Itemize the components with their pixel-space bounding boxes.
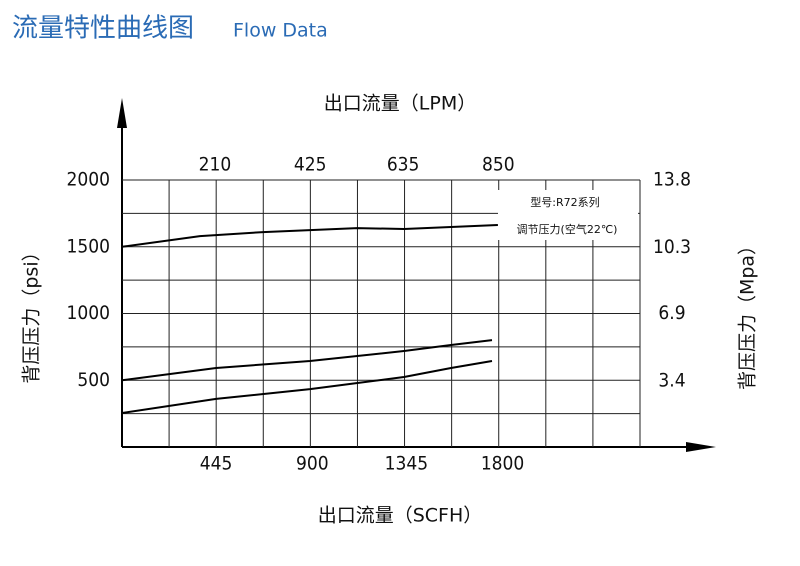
y2-axis-title: 背压压力（Mpa） [737,236,759,390]
x2-tick-label: 850 [482,154,515,176]
x2-tick-label: 425 [294,154,327,176]
y-tick-label: 500 [77,369,110,391]
y-axis-arrow [117,98,127,128]
page-subtitle: Flow Data [233,20,328,42]
y2-tick-label: 3.4 [658,370,685,392]
x2-tick-label: 635 [387,154,420,176]
annotation: 型号:R72系列 [530,195,599,209]
x2-axis-title: 出口流量（LPM） [324,93,476,115]
y-tick-label: 1500 [67,235,111,257]
page-title: 流量特性曲线图 [12,14,194,44]
y2-tick-label: 6.9 [658,302,685,324]
annotation-box [498,190,638,240]
x2-tick-label: 210 [199,154,232,176]
annotation: 调节压力(空气22℃) [517,222,618,236]
data-line [121,224,498,248]
x-tick-label: 900 [296,453,329,475]
x-axis-arrow [686,442,716,452]
y-tick-label: 1000 [67,302,111,324]
x-tick-label: 445 [200,453,233,475]
x-axis-title: 出口流量（SCFH） [318,505,483,527]
y2-tick-label: 13.8 [653,169,691,191]
y-tick-label: 2000 [67,169,111,191]
data-line [121,360,493,414]
y-axis-title: 背压压力（psi） [21,242,43,383]
data-line [121,339,493,382]
x-tick-label: 1345 [385,453,429,475]
y2-tick-label: 10.3 [653,236,691,258]
x-tick-label: 1800 [481,453,525,475]
